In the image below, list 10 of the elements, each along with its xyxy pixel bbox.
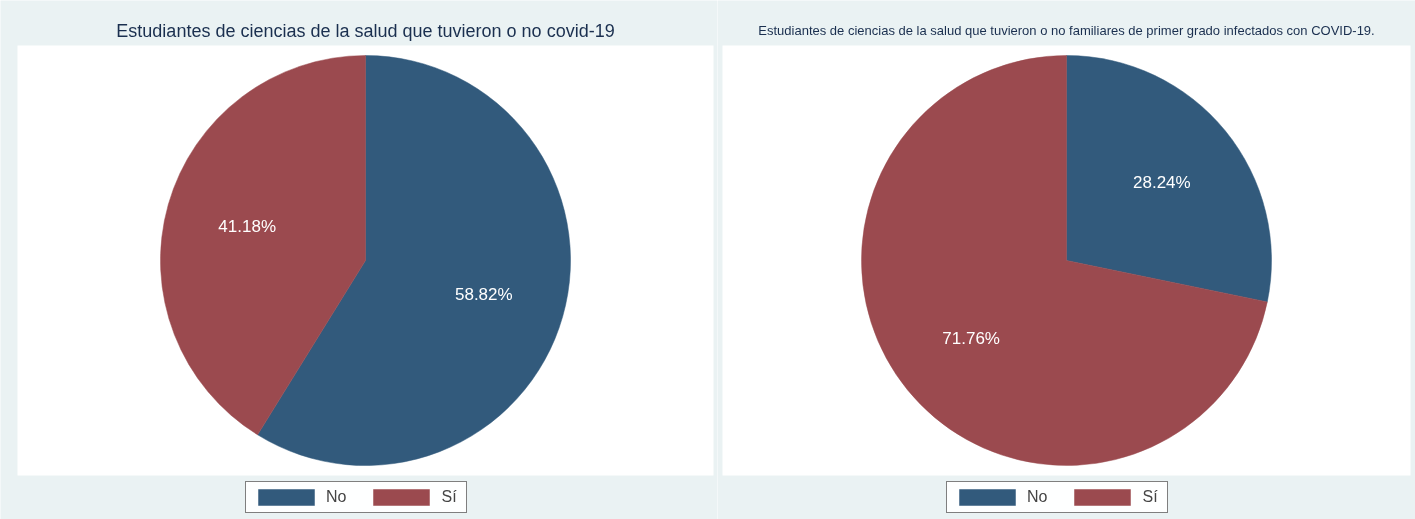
data-label: 71.76% <box>942 328 1000 348</box>
data-label: 41.18% <box>218 217 277 237</box>
data-label: 28.24% <box>1133 173 1191 193</box>
chart-title: Estudiantes de ciencias de la salud que tuvieron o no familiares de primer grado infectados con COVID-19. <box>758 23 1375 38</box>
chart-title: Estudiantes de ciencias de la salud que tuvieron o no covid-19 <box>116 20 615 41</box>
legend-label: No <box>1027 488 1048 506</box>
legend-label: Sí <box>1142 488 1159 506</box>
legend-label: No <box>326 488 347 506</box>
legend-label: Sí <box>441 488 458 506</box>
data-label: 58.82% <box>454 284 513 304</box>
